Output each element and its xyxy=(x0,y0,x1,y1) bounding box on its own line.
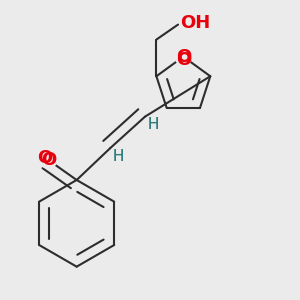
Text: O: O xyxy=(38,149,52,167)
Circle shape xyxy=(111,149,126,164)
Circle shape xyxy=(40,152,57,168)
Text: O: O xyxy=(176,51,191,69)
Text: O: O xyxy=(41,151,56,169)
Text: H: H xyxy=(148,118,159,133)
Text: H: H xyxy=(148,118,159,133)
Circle shape xyxy=(146,118,161,132)
Text: O: O xyxy=(176,48,191,66)
Text: H: H xyxy=(112,149,124,164)
Text: OH: OH xyxy=(180,14,210,32)
Text: H: H xyxy=(112,149,124,164)
Circle shape xyxy=(175,48,192,65)
